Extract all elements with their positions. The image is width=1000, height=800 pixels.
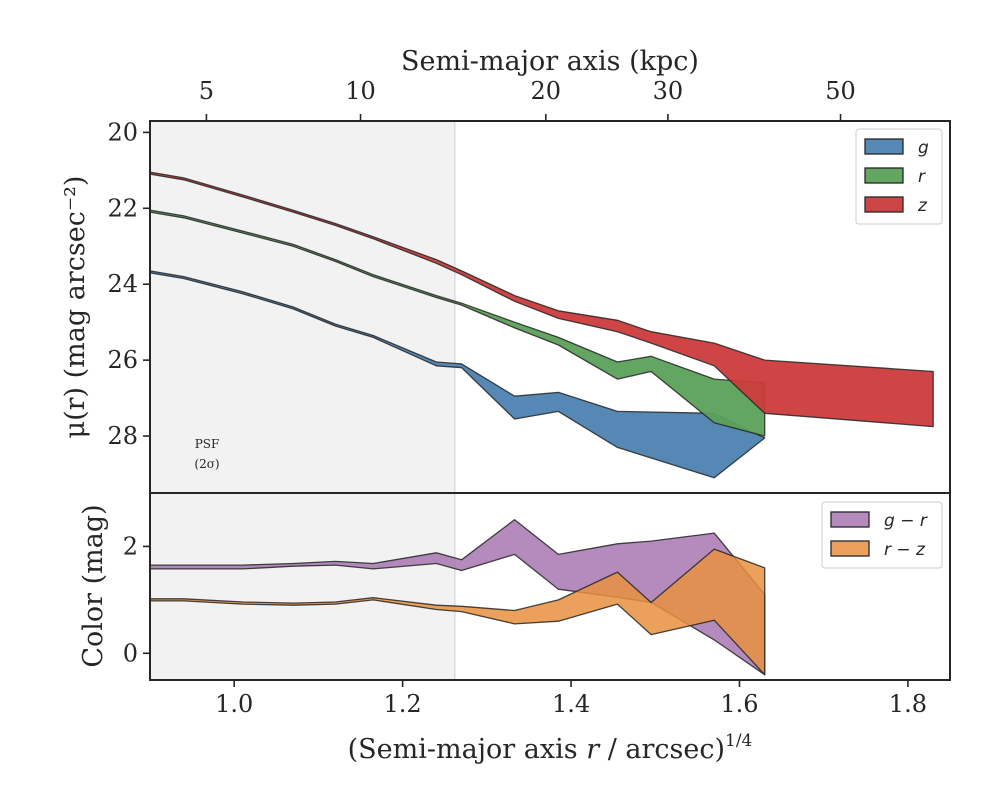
top-legend: grz	[855, 128, 943, 225]
surface-brightness-legend-label: z	[917, 196, 928, 216]
top-y-tick-label: 28	[107, 422, 138, 450]
top-x-tick-label: 50	[825, 77, 856, 105]
bottom-x-tick-label: 1.6	[720, 690, 758, 718]
color-series	[149, 519, 766, 676]
surface-brightness-band-3	[149, 171, 934, 428]
top-x-tick-label: 5	[199, 77, 214, 105]
top-x-tick-label: 10	[345, 77, 376, 105]
top-x-tick-label: 20	[531, 77, 562, 105]
top-y-axis-title: μ(r) (mag arcsec⁻²)	[60, 176, 91, 439]
color-band-2	[149, 548, 766, 676]
surface-brightness-band-2	[149, 209, 766, 437]
surface-brightness-legend-swatch	[864, 196, 904, 213]
x-title-superscript: 1/4	[725, 731, 752, 751]
bottom-x-tick-label: 1.2	[384, 690, 422, 718]
color-legend-label: r − z	[884, 540, 926, 560]
bottom-panel-frame	[149, 492, 951, 681]
color-legend-swatch	[830, 511, 870, 528]
bottom-x-tick-label: 1.0	[215, 690, 253, 718]
surface-brightness-legend-swatch	[864, 138, 904, 155]
top-x-tick-label: 30	[653, 77, 684, 105]
color-legend-swatch	[830, 540, 870, 557]
surface-brightness-series	[149, 171, 934, 479]
bottom-x-axis-title: (Semi-major axis r / arcsec)1/4	[348, 731, 753, 765]
surface-brightness-legend-label: g	[918, 138, 929, 158]
surface-brightness-legend-swatch	[864, 167, 904, 184]
top-y-tick-label: 22	[107, 194, 138, 222]
top-x-axis-title: Semi-major axis (kpc)	[401, 46, 699, 77]
color-legend-label: g − r	[884, 511, 928, 531]
top-y-tick-label: 26	[107, 346, 138, 374]
bottom-y-axis-title: Color (mag)	[78, 504, 109, 667]
x-title-middle: / arcsec)	[599, 734, 725, 765]
bottom-legend: g − r r − z	[821, 501, 943, 569]
bottom-x-tick-label: 1.8	[889, 690, 927, 718]
psf-sigma-label: (2σ)	[194, 457, 219, 471]
bottom-y-tick-label: 2	[123, 532, 138, 560]
surface-brightness-legend-label: r	[918, 167, 926, 187]
top-y-tick-label: 20	[107, 118, 138, 146]
top-y-tick-label: 24	[107, 270, 138, 298]
x-title-prefix: (Semi-major axis	[348, 734, 587, 765]
bottom-y-tick-label: 0	[123, 639, 138, 667]
psf-shaded-region-bottom	[150, 493, 455, 680]
surface-brightness-band-1	[149, 270, 766, 479]
axes-ticks: 20 22 24 26 28 5 10 20 30 50 0 2 1.0 1.2 1.4 1.6 1.8	[107, 77, 927, 718]
bottom-x-tick-label: 1.4	[552, 690, 590, 718]
x-title-variable: r	[586, 734, 601, 765]
psf-label: PSF	[195, 437, 220, 451]
